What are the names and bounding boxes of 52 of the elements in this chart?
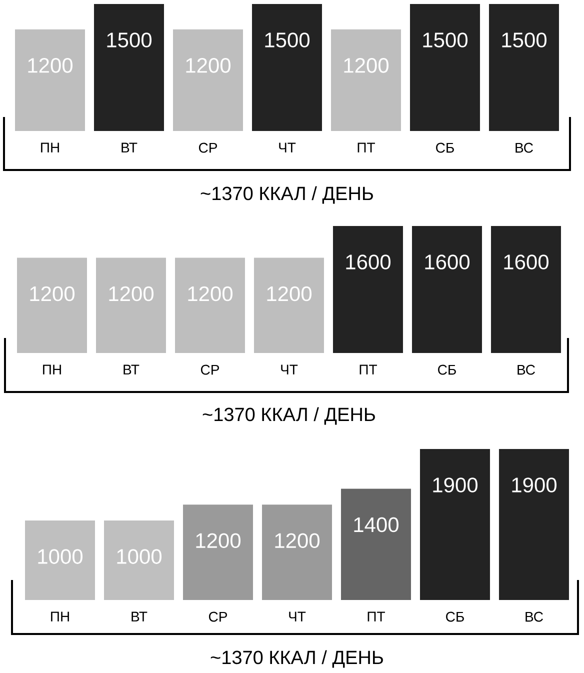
x-tick-label: ЧТ xyxy=(281,364,298,374)
x-tick-label: ПН xyxy=(43,364,61,374)
x-tick-label: ПТ xyxy=(360,364,377,374)
bar xyxy=(498,449,569,600)
data-label: 1200 xyxy=(344,58,389,73)
bar xyxy=(340,488,411,600)
data-label: 1900 xyxy=(433,478,478,492)
x-tick-label: СР xyxy=(198,142,217,153)
data-label: 1200 xyxy=(275,533,320,548)
x-tick-label: ВТ xyxy=(132,612,148,622)
data-label: 1500 xyxy=(107,32,152,48)
x-tick-label: ПН xyxy=(41,142,59,152)
x-tick-label: СБ xyxy=(436,142,454,153)
data-label: 1000 xyxy=(38,549,83,564)
data-label: 1200 xyxy=(196,533,241,548)
data-label: 1200 xyxy=(28,58,73,73)
data-label: 1500 xyxy=(502,32,547,48)
x-axis-title: ~1370 ККАЛ / ДЕНЬ xyxy=(200,186,373,204)
data-label: 1400 xyxy=(354,517,399,532)
data-label: 1200 xyxy=(186,58,231,73)
data-label: 1600 xyxy=(425,254,470,270)
bar xyxy=(420,449,490,600)
data-label: 1500 xyxy=(423,32,468,48)
x-axis-title: ~1370 ККАЛ / ДЕНЬ xyxy=(202,407,375,425)
x-tick-label: ВТ xyxy=(124,364,140,374)
x-tick-label: ВТ xyxy=(122,142,138,152)
x-tick-label: ВС xyxy=(516,142,533,153)
x-tick-label: ПТ xyxy=(358,142,375,152)
data-label: 1200 xyxy=(188,286,233,302)
bar xyxy=(262,504,332,600)
x-tick-label: ПТ xyxy=(368,612,385,622)
x-tick-label: ВС xyxy=(518,364,535,375)
x-tick-label: СБ xyxy=(446,612,464,622)
data-label: 1200 xyxy=(30,286,75,302)
x-tick-label: СР xyxy=(208,612,227,622)
x-tick-label: ЧТ xyxy=(289,612,306,622)
data-label: 1200 xyxy=(109,286,154,302)
data-label: 1600 xyxy=(346,254,391,270)
x-tick-label: ВС xyxy=(526,612,543,622)
bar xyxy=(182,504,253,600)
x-tick-label: ПН xyxy=(51,612,69,622)
bar xyxy=(25,520,95,600)
x-tick-label: ЧТ xyxy=(279,142,296,152)
data-label: 1600 xyxy=(504,254,549,270)
x-axis-title: ~1370 ККАЛ / ДЕНЬ xyxy=(210,650,383,668)
data-label: 1200 xyxy=(267,286,312,302)
x-tick-label: СР xyxy=(200,364,219,375)
bar xyxy=(104,520,174,600)
data-label: 1500 xyxy=(265,32,310,48)
x-tick-label: СБ xyxy=(438,364,456,375)
data-label: 1900 xyxy=(512,478,557,492)
data-label: 1000 xyxy=(117,549,162,564)
